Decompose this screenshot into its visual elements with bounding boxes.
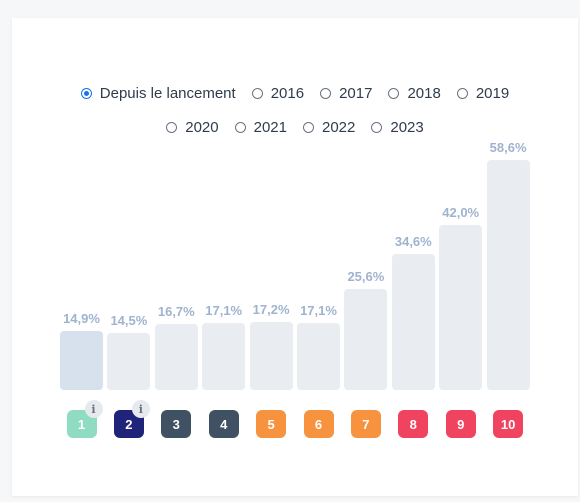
period-option[interactable]: 2021	[234, 118, 287, 136]
bar-3[interactable]	[154, 324, 198, 390]
category-badge-1[interactable]: 1	[66, 410, 97, 438]
period-label: 2018	[407, 84, 441, 102]
radio-button[interactable]	[166, 121, 178, 133]
bar-value-label: 14,9%	[63, 311, 100, 327]
radio-button[interactable]	[80, 87, 92, 99]
period-option[interactable]: Depuis le lancement	[80, 84, 236, 102]
bar-2[interactable]	[107, 333, 151, 390]
bar-value-label: 42,0%	[442, 204, 480, 220]
period-label: 2019	[475, 84, 510, 102]
bar-value-label: 34,6%	[394, 234, 432, 250]
bar-5[interactable]	[249, 322, 293, 390]
category-badge-5[interactable]: 5	[256, 410, 287, 438]
period-option[interactable]: 2017	[320, 85, 372, 102]
info-icon[interactable]: i	[131, 400, 150, 418]
period-option[interactable]: 2022	[303, 119, 355, 136]
period-row-1: Depuis le lancement 2016 2017 2018 2019	[12, 76, 578, 110]
radio-button[interactable]	[388, 87, 400, 99]
category-badge-10[interactable]: 10	[493, 410, 524, 438]
category-badge-9[interactable]: 9	[445, 410, 476, 438]
period-option[interactable]: 2018	[388, 84, 441, 102]
bar-value-label: 17,1%	[300, 302, 337, 318]
bar-chart: 14,9% 1 i 14,5% 2 i 16,7% 3 17,1% 4 17,2% 5 17,1% 6 25…	[12, 18, 578, 496]
period-label: 2016	[270, 84, 305, 102]
period-row-2: 2020 2021 2022 2023	[12, 110, 578, 144]
bar-9[interactable]	[439, 224, 483, 390]
radio-button[interactable]	[234, 121, 246, 133]
period-label: 2017	[339, 84, 373, 102]
bar-value-label: 58,6%	[489, 139, 527, 155]
period-label: 2021	[253, 118, 287, 136]
period-option[interactable]: 2023	[371, 118, 424, 136]
period-selector: Depuis le lancement 2016 2017 2018 2019 2020…	[12, 76, 578, 144]
category-badge-8[interactable]: 8	[398, 410, 429, 438]
bar-6[interactable]	[297, 322, 340, 390]
bar-value-label: 25,6%	[347, 269, 385, 285]
category-badge-3[interactable]: 3	[161, 410, 192, 438]
bar-10[interactable]	[486, 159, 530, 390]
info-icon[interactable]: i	[84, 400, 103, 418]
radio-button[interactable]	[456, 87, 468, 99]
bar-8[interactable]	[391, 254, 435, 390]
performance-card: Depuis le lancement 2016 2017 2018 2019 2020…	[12, 18, 578, 496]
category-badge-7[interactable]: 7	[350, 410, 381, 438]
bar-7[interactable]	[344, 289, 388, 390]
period-option[interactable]: 2016	[251, 84, 305, 102]
period-label: 2020	[185, 118, 219, 136]
bar-value-label: 17,1%	[205, 302, 243, 318]
period-label: 2023	[390, 118, 424, 136]
radio-button[interactable]	[303, 121, 314, 133]
period-option[interactable]: 2019	[456, 84, 510, 102]
period-option[interactable]: 2020	[166, 118, 219, 136]
category-badge-4[interactable]: 4	[208, 410, 239, 438]
category-badge-6[interactable]: 6	[303, 410, 334, 438]
bar-value-label: 17,2%	[252, 302, 290, 318]
radio-button[interactable]	[251, 87, 263, 99]
radio-button[interactable]	[320, 87, 332, 99]
period-label: 2022	[322, 118, 356, 136]
bar-4[interactable]	[202, 322, 246, 390]
period-label: Depuis le lancement	[99, 84, 236, 102]
bar-value-label: 14,5%	[110, 313, 148, 328]
bar-value-label: 16,7%	[157, 304, 195, 320]
bar-1[interactable]	[60, 331, 103, 390]
radio-button[interactable]	[371, 121, 383, 133]
